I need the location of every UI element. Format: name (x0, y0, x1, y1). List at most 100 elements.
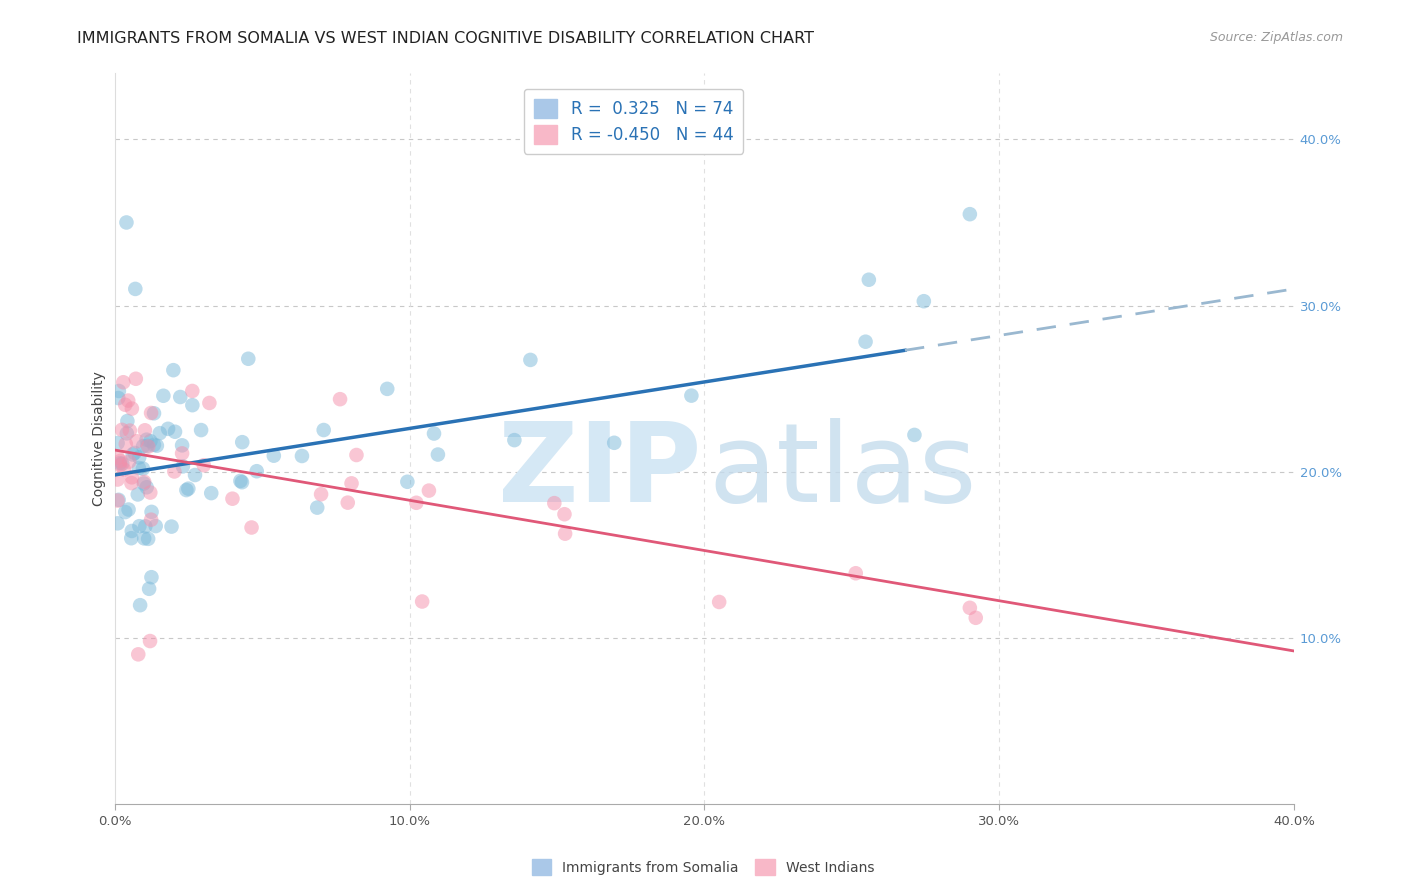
Point (125, 434, 148, 449)
Point (139, 513, 162, 527)
Point (845, 566, 868, 581)
Point (128, 461, 150, 475)
Point (959, 600, 981, 615)
Point (190, 423, 212, 437)
Point (707, 595, 730, 609)
Text: Source: ZipAtlas.com: Source: ZipAtlas.com (1209, 31, 1343, 45)
Point (152, 389, 174, 403)
Point (135, 480, 157, 494)
Point (112, 376, 135, 390)
Point (169, 390, 191, 404)
Point (336, 495, 359, 509)
Point (129, 598, 152, 612)
Point (603, 435, 626, 450)
Point (163, 425, 186, 439)
Point (329, 392, 352, 406)
Point (107, 493, 129, 508)
Point (115, 426, 138, 441)
Point (519, 352, 541, 367)
Point (120, 476, 142, 491)
Point (307, 500, 329, 515)
Point (117, 414, 139, 428)
Point (128, 450, 150, 465)
Point (108, 458, 131, 472)
Point (181, 398, 204, 412)
Point (238, 351, 260, 366)
Point (139, 634, 162, 648)
Point (229, 474, 252, 488)
Point (139, 485, 162, 500)
Point (246, 464, 269, 478)
Point (121, 470, 143, 484)
Point (135, 433, 157, 447)
Point (172, 438, 194, 452)
Point (121, 401, 143, 416)
Point (117, 393, 139, 408)
Point (965, 611, 987, 625)
Point (681, 389, 703, 403)
Point (149, 426, 172, 441)
Point (127, 487, 149, 501)
Point (375, 382, 398, 396)
Point (198, 396, 221, 410)
Point (340, 476, 363, 491)
Point (114, 505, 136, 519)
Point (134, 532, 156, 546)
Point (134, 519, 156, 533)
Point (346, 448, 368, 462)
Point (553, 507, 575, 521)
Point (160, 519, 183, 533)
Point (118, 424, 141, 438)
Point (959, 207, 981, 221)
Point (163, 465, 186, 479)
Point (117, 502, 139, 516)
Point (543, 496, 565, 510)
Point (231, 435, 253, 450)
Point (221, 491, 243, 506)
Point (142, 438, 165, 452)
Point (181, 384, 204, 398)
Point (184, 468, 207, 483)
Text: atlas: atlas (709, 417, 977, 524)
Point (120, 531, 142, 545)
Point (107, 391, 129, 405)
Point (107, 450, 129, 465)
Point (134, 475, 156, 489)
Point (124, 282, 146, 296)
Point (426, 448, 449, 462)
Point (141, 505, 163, 519)
Point (177, 482, 200, 496)
Point (405, 496, 427, 510)
Point (193, 458, 215, 473)
Point (110, 454, 132, 468)
Point (200, 486, 222, 500)
Point (309, 487, 332, 501)
Point (423, 426, 446, 441)
Point (141, 570, 163, 584)
Text: IMMIGRANTS FROM SOMALIA VS WEST INDIAN COGNITIVE DISABILITY CORRELATION CHART: IMMIGRANTS FROM SOMALIA VS WEST INDIAN C… (77, 31, 814, 46)
Point (396, 475, 419, 489)
Point (132, 461, 155, 475)
Point (312, 423, 335, 437)
Legend: Immigrants from Somalia, West Indians: Immigrants from Somalia, West Indians (526, 854, 880, 880)
Y-axis label: Cognitive Disability: Cognitive Disability (93, 371, 107, 506)
Point (138, 582, 160, 596)
Point (172, 446, 194, 460)
Point (145, 519, 167, 533)
Point (121, 524, 143, 538)
Point (125, 372, 148, 386)
Point (146, 439, 169, 453)
Point (858, 273, 880, 287)
Point (112, 462, 135, 476)
Point (107, 516, 129, 531)
Legend: R =  0.325   N = 74, R = -0.450   N = 44: R = 0.325 N = 74, R = -0.450 N = 44 (524, 88, 744, 153)
Point (124, 446, 146, 460)
Point (291, 449, 314, 463)
Point (139, 434, 162, 449)
Point (903, 428, 925, 442)
Point (912, 294, 935, 309)
Point (128, 519, 150, 533)
Point (172, 459, 194, 474)
Point (139, 406, 162, 420)
Point (554, 526, 576, 541)
